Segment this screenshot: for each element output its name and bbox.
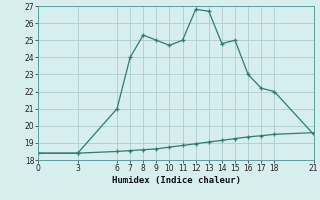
X-axis label: Humidex (Indice chaleur): Humidex (Indice chaleur) bbox=[111, 176, 241, 185]
